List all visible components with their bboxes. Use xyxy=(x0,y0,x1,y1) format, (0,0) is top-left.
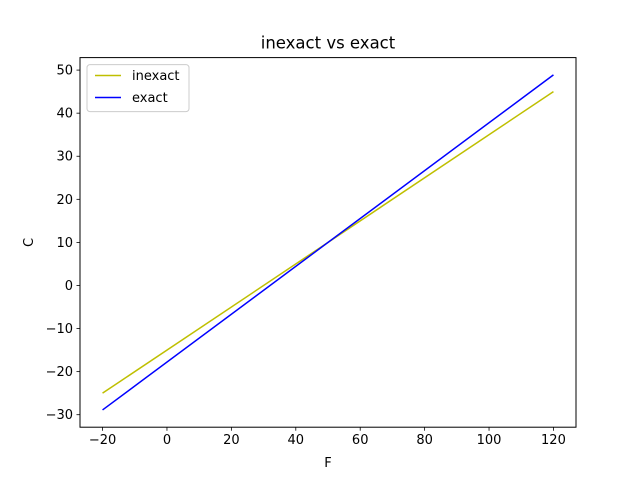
series-layer xyxy=(102,74,554,411)
x-tick-label: 20 xyxy=(223,433,240,448)
y-tick-label: −20 xyxy=(46,365,73,380)
legend-frame xyxy=(86,64,190,113)
x-tick-label: 120 xyxy=(541,433,566,448)
plot-frame xyxy=(79,57,577,428)
x-tick-label: 80 xyxy=(416,433,433,448)
x-tick-label: 100 xyxy=(477,433,502,448)
legend-label-exact: exact xyxy=(132,91,168,106)
y-tick-label: 20 xyxy=(56,193,73,208)
legend-label-inexact: inexact xyxy=(132,69,180,84)
x-tick-label: 40 xyxy=(288,433,305,448)
y-tick-label: 0 xyxy=(65,279,73,294)
x-tick-label: 60 xyxy=(352,433,369,448)
series-line-exact xyxy=(102,74,554,411)
y-tick-label: −30 xyxy=(46,408,73,423)
y-tick-label: 50 xyxy=(56,64,73,79)
y-tick-label: −10 xyxy=(46,322,73,337)
legend: inexact exact xyxy=(86,64,190,113)
chart-title: inexact vs exact xyxy=(261,34,396,53)
x-tick-label: −20 xyxy=(89,433,116,448)
y-tick-label: 10 xyxy=(56,236,73,251)
x-tick-label: 0 xyxy=(163,433,171,448)
tick-layer: −20 0 20 40 60 80 100 120 −30 −20 −10 0 10 20 30 40 50 xyxy=(46,64,566,449)
x-axis-label: F xyxy=(324,456,331,471)
y-tick-label: 40 xyxy=(56,107,73,122)
y-axis-label: C xyxy=(22,238,37,247)
y-tick-label: 30 xyxy=(56,150,73,165)
